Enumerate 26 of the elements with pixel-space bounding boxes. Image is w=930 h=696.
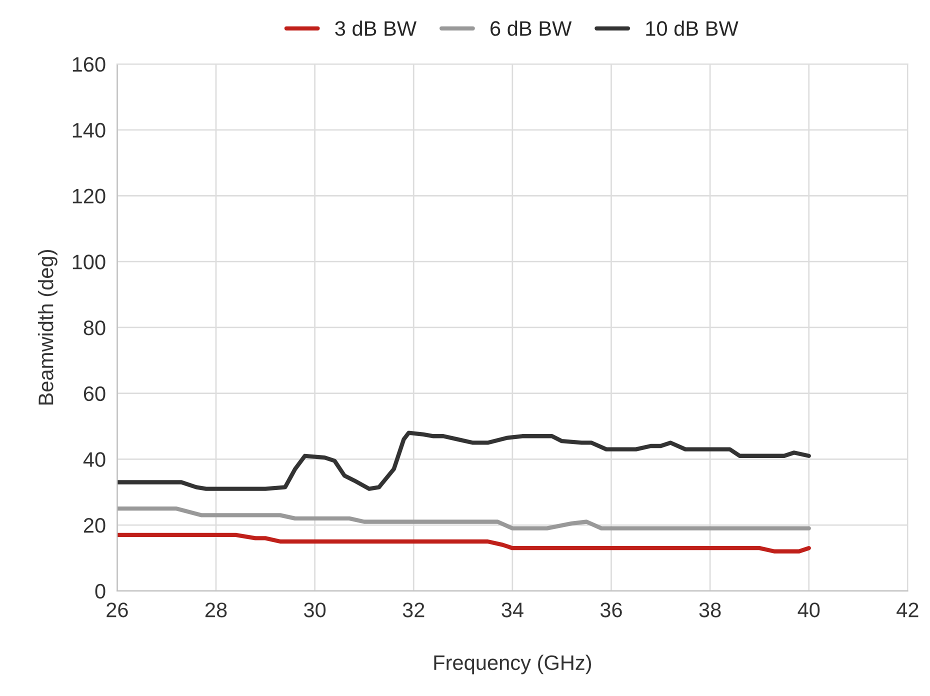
x-tick-label: 42 — [896, 602, 918, 618]
legend-label: 3 dB BW — [335, 20, 417, 36]
line-series — [117, 430, 811, 491]
x-tick-label: 36 — [600, 602, 622, 618]
y-axis-title: Beamwidth (deg) — [38, 250, 58, 404]
y-tick-label: 160 — [72, 57, 106, 72]
y-tick-label: 20 — [84, 518, 106, 533]
y-tick-label: 120 — [72, 188, 106, 204]
x-tick-label: 34 — [502, 602, 524, 618]
legend-label: 6 dB BW — [490, 20, 572, 36]
x-tick-label: 30 — [304, 602, 326, 618]
y-tick-label: 0 — [95, 584, 106, 599]
x-tick-label: 32 — [402, 602, 424, 618]
x-tick-label: 40 — [798, 602, 820, 618]
line-series — [117, 506, 811, 530]
x-axis-title: Frequency (GHz) — [434, 654, 592, 674]
y-tick-label: 80 — [84, 320, 106, 336]
x-tick-label: 26 — [106, 602, 128, 618]
line-series — [117, 532, 811, 554]
y-tick-label: 40 — [83, 452, 106, 467]
x-tick-label: 38 — [699, 602, 721, 618]
legend-label: 10 dB BW — [646, 20, 738, 36]
y-tick-label: 60 — [84, 386, 106, 402]
y-tick-label: 100 — [72, 254, 106, 270]
y-tick-label: 140 — [72, 122, 106, 138]
x-tick-label: 28 — [205, 602, 227, 618]
